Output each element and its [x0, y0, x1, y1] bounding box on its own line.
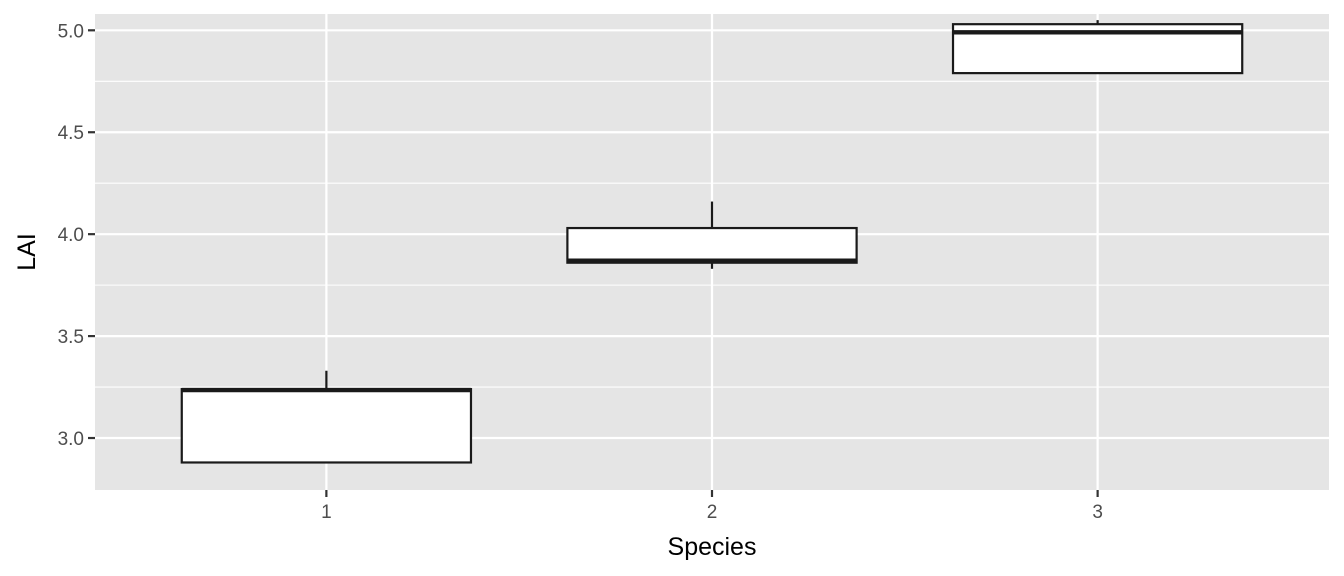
y-tick-label: 5.0 — [58, 21, 84, 42]
x-tick-label: 2 — [707, 502, 718, 523]
x-axis-ticks: 1 2 3 — [321, 490, 1103, 523]
y-tick-label: 3.5 — [58, 327, 84, 348]
x-axis-title: Species — [668, 533, 757, 561]
y-tick-label: 4.0 — [58, 225, 84, 246]
y-axis-ticks: 3.0 3.5 4.0 4.5 5.0 — [58, 21, 95, 450]
y-tick-label: 3.0 — [58, 429, 84, 450]
box-1 — [180, 370, 473, 464]
boxes — [180, 20, 1244, 464]
box-3 — [951, 20, 1244, 75]
y-axis-title: LAI — [13, 233, 41, 271]
box-2 — [566, 201, 858, 269]
x-tick-label: 3 — [1092, 502, 1103, 523]
box-rect — [180, 387, 473, 464]
y-tick-label: 4.5 — [58, 123, 84, 144]
box-rect — [566, 226, 858, 264]
x-tick-label: 1 — [321, 502, 332, 523]
